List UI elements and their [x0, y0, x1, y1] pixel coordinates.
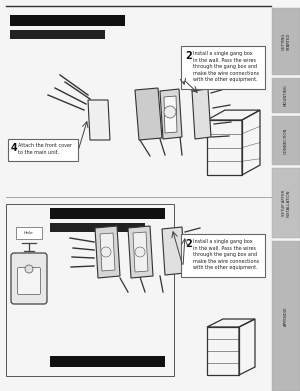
Bar: [272, 116, 300, 165]
Bar: [50, 356, 165, 367]
FancyBboxPatch shape: [17, 267, 41, 294]
Bar: [272, 241, 300, 391]
Bar: [272, 78, 300, 113]
FancyBboxPatch shape: [11, 253, 47, 304]
Bar: [272, 168, 300, 238]
Circle shape: [25, 265, 33, 273]
Polygon shape: [192, 89, 211, 139]
Text: APPENDIX: APPENDIX: [284, 306, 288, 326]
Text: MOUNTING: MOUNTING: [284, 84, 288, 106]
Polygon shape: [95, 226, 120, 278]
Text: Attach the front cover
to the main unit.: Attach the front cover to the main unit.: [18, 143, 72, 154]
Polygon shape: [135, 88, 162, 140]
Polygon shape: [88, 100, 110, 140]
Circle shape: [164, 106, 176, 118]
Bar: [50, 223, 145, 232]
Polygon shape: [100, 233, 115, 271]
Bar: [10, 15, 125, 26]
Text: 2: 2: [185, 51, 192, 61]
FancyBboxPatch shape: [181, 46, 265, 89]
Circle shape: [101, 247, 111, 257]
FancyBboxPatch shape: [181, 234, 265, 277]
Text: 2: 2: [185, 239, 192, 249]
Text: Install a single gang box
in the wall. Pass the wires
through the gang box and
m: Install a single gang box in the wall. P…: [193, 239, 259, 271]
Polygon shape: [160, 89, 182, 139]
Text: GETTING
STARTED: GETTING STARTED: [282, 33, 290, 50]
Bar: [6, 204, 174, 376]
Text: 4: 4: [11, 143, 18, 153]
Circle shape: [135, 247, 145, 257]
Polygon shape: [164, 96, 177, 133]
Polygon shape: [128, 226, 153, 278]
Text: Hole: Hole: [24, 231, 34, 235]
Text: SETUP AFTER
INSTALLATION: SETUP AFTER INSTALLATION: [282, 189, 290, 217]
Bar: [50, 208, 165, 219]
FancyBboxPatch shape: [8, 139, 78, 161]
Text: CONNECTION: CONNECTION: [284, 127, 288, 154]
Bar: [16, 227, 42, 239]
Polygon shape: [162, 227, 185, 275]
Polygon shape: [133, 232, 148, 272]
Bar: [10, 30, 105, 39]
Bar: [272, 8, 300, 75]
Text: Install a single gang box
in the wall. Pass the wires
through the gang box and
m: Install a single gang box in the wall. P…: [193, 51, 259, 83]
